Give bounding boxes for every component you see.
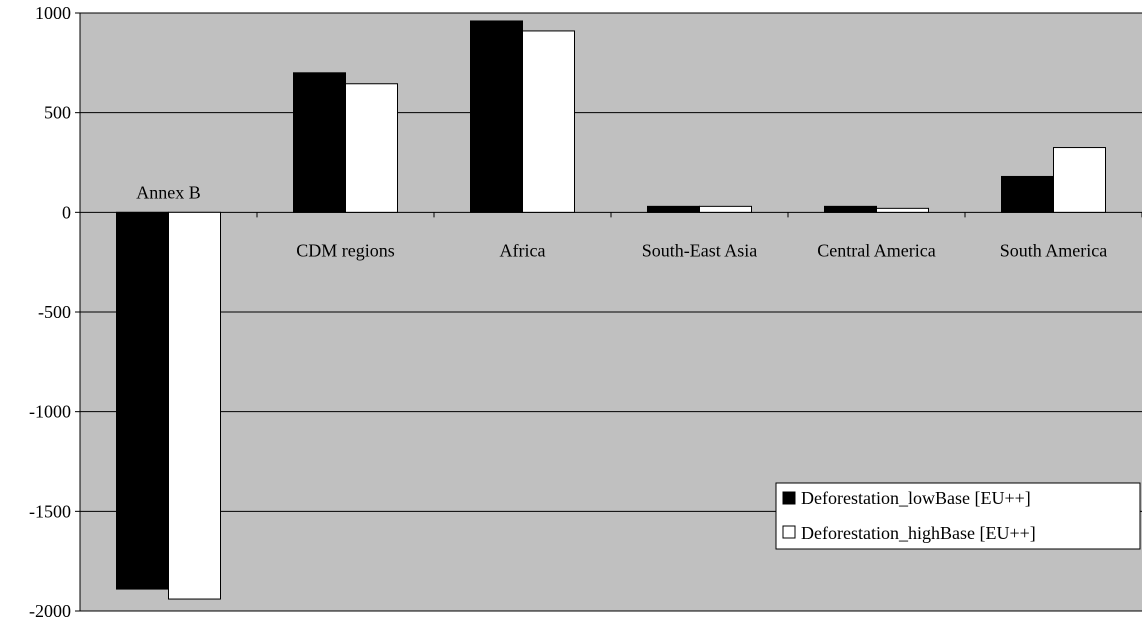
category-label: Central America (817, 240, 935, 260)
bar-lowbase (116, 211, 169, 590)
bar-lowbase (1001, 175, 1054, 213)
bars (116, 20, 1106, 600)
y-tick-label: -2000 (29, 601, 71, 621)
bar-highbase (345, 83, 398, 213)
axes (75, 12, 1142, 612)
y-tick-label: -1000 (29, 402, 71, 422)
legend-label-high: Deforestation_highBase [EU++] (801, 523, 1036, 543)
bar-highbase (699, 205, 752, 213)
legend: Deforestation_lowBase [EU++] Deforestati… (775, 482, 1141, 550)
y-tick-label: 500 (44, 103, 71, 123)
legend-swatch-high (782, 525, 796, 539)
bar-highbase (876, 207, 929, 213)
y-tick-label: -500 (38, 302, 71, 322)
y-tick-label: 0 (62, 202, 71, 222)
bar-lowbase (293, 72, 346, 213)
bar-highbase (522, 30, 575, 213)
bar-highbase (168, 211, 221, 600)
bar-lowbase (824, 205, 877, 213)
labels: 1000 500 0 -500 -1000 -1500 -2000 Annex B CDM re… (29, 3, 1107, 621)
bar-lowbase (647, 205, 700, 213)
category-label: CDM regions (296, 240, 395, 260)
y-tick-label: 1000 (35, 3, 71, 23)
legend-box (775, 482, 1141, 550)
legend-swatch-low (782, 491, 796, 505)
category-label: Africa (500, 240, 546, 260)
category-label: Annex B (136, 182, 201, 202)
gridlines (80, 12, 1142, 612)
bar-highbase (1053, 147, 1106, 213)
category-label: South-East Asia (642, 240, 758, 260)
category-label: South America (1000, 240, 1107, 260)
bar-lowbase (470, 20, 523, 213)
legend-label-low: Deforestation_lowBase [EU++] (801, 488, 1031, 508)
y-tick-label: -1500 (29, 501, 71, 521)
